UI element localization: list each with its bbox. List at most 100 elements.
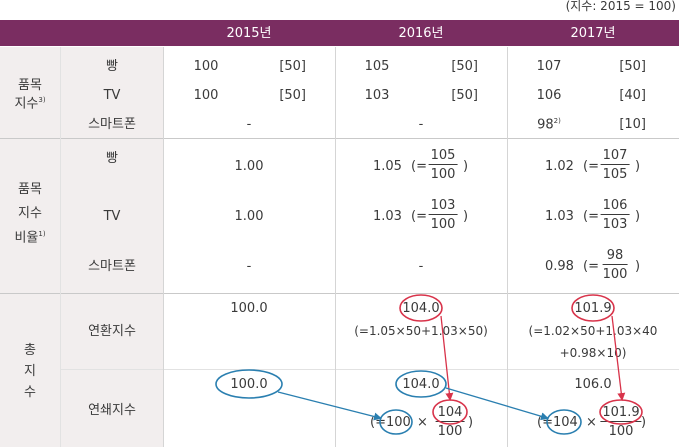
g1-r2-v2015: 100 xyxy=(193,88,219,103)
g1-r1-v2016: 105 xyxy=(364,59,390,74)
g1-r2-v2016: 103 xyxy=(364,88,390,103)
linked-f2017-frac: 101.9 100 xyxy=(600,405,642,439)
linked-f2016-close: ) xyxy=(468,415,474,430)
g1-r2-w2017: [40] xyxy=(619,88,646,103)
vdiv-0 xyxy=(60,47,61,447)
g2-r1-v2015: 1.00 xyxy=(234,159,264,174)
g1-r1-v2017: 107 xyxy=(536,59,562,74)
g2-r2-v2016: 1.03 xyxy=(373,209,402,224)
g2-r1-close2017: ) xyxy=(635,159,641,174)
g1-r3-v2017: 982) xyxy=(537,117,561,133)
g2-r2-close2017: ) xyxy=(635,209,641,224)
g2-r2-close2016: ) xyxy=(463,209,469,224)
g2-r2-frac2017: 106 103 xyxy=(600,198,630,232)
g1-r1-w2017: [50] xyxy=(619,59,646,74)
col-2017: 2017년 xyxy=(570,26,616,41)
blue-arrow-2016 xyxy=(445,387,549,421)
chain-f2016: (=1.05×50+1.03×50) xyxy=(354,324,488,338)
g2-r1-close2016: ) xyxy=(463,159,469,174)
group1-bg xyxy=(0,47,163,138)
vdiv-1 xyxy=(163,47,164,447)
g2-item-1: 빵 xyxy=(106,151,118,166)
group2-bg xyxy=(0,139,163,293)
vdiv-2 xyxy=(335,47,336,447)
red-circle-chain-2017 xyxy=(571,294,615,322)
g1-r3-w2017: [10] xyxy=(619,117,646,132)
g2-r3-frac2017: 98 100 xyxy=(602,248,628,282)
group1-label-2: 지수3) xyxy=(14,96,46,112)
g2-r3-close2017: ) xyxy=(635,259,641,274)
group3-label-1: 총 xyxy=(24,343,36,358)
group3-bg xyxy=(0,294,163,447)
linked-v2017: 106.0 xyxy=(574,377,612,392)
g1-item-1: 빵 xyxy=(106,59,118,74)
g2-r2-eq2016: (= xyxy=(411,209,427,224)
blue-circle-base-2017 xyxy=(546,409,582,435)
g1-r3-v2016: - xyxy=(418,117,424,132)
g1-r1-w2015: [50] xyxy=(279,59,306,74)
group1-label-1: 품목 xyxy=(18,78,42,93)
g2-r2-v2015: 1.00 xyxy=(234,209,264,224)
linked-f2016-times: × xyxy=(417,415,428,430)
linked-f2017-base: 104 xyxy=(553,415,578,430)
col-2016: 2016년 xyxy=(398,26,444,41)
g2-r3-v2017: 0.98 xyxy=(545,259,574,274)
group3-label-2: 지 xyxy=(24,364,36,379)
red-circle-chain-2016 xyxy=(399,294,443,322)
linked-f2016-base: 100 xyxy=(386,415,411,430)
g2-r1-frac2017: 107 105 xyxy=(600,148,630,182)
blue-arrow-2015 xyxy=(277,391,382,421)
group2-label-3: 비율1) xyxy=(14,230,46,246)
chain-v2015: 100.0 xyxy=(230,301,268,316)
linked-f2017-close: ) xyxy=(641,415,647,430)
red-arrow-2016 xyxy=(440,315,454,401)
g1-item-2: TV xyxy=(103,88,121,103)
g1-r2-w2016: [50] xyxy=(451,88,478,103)
blue-circle-base-2016 xyxy=(379,409,413,435)
g2-item-2: TV xyxy=(103,209,121,224)
g2-r3-eq2017: (= xyxy=(583,259,599,274)
g2-r1-frac2016: 105 100 xyxy=(428,148,458,182)
unit-note: (지수: 2015 = 100) xyxy=(565,0,676,13)
g1-r2-v2017: 106 xyxy=(536,88,562,103)
red-circle-linked-num-2017 xyxy=(599,399,643,425)
linked-v2016: 104.0 xyxy=(402,377,440,392)
red-circle-linked-num-2016 xyxy=(432,399,468,425)
linked-f2017-times: × xyxy=(586,415,597,430)
blue-circle-linked-2016 xyxy=(395,370,447,398)
group3-label-3: 수 xyxy=(24,385,36,400)
g2-r3-v2016: - xyxy=(418,259,424,274)
col-2015: 2015년 xyxy=(226,26,272,41)
divider-1 xyxy=(0,138,679,139)
vdiv-3 xyxy=(507,47,508,447)
linked-label: 연쇄지수 xyxy=(88,403,136,418)
g1-r3-v2015: - xyxy=(246,117,252,132)
g2-item-3: 스마트폰 xyxy=(88,259,136,274)
g2-r1-eq2017: (= xyxy=(583,159,599,174)
chain-f2017-l1: (=1.02×50+1.03×40 xyxy=(528,324,658,338)
g2-r1-v2017: 1.02 xyxy=(545,159,574,174)
chain-v2017: 101.9 xyxy=(574,301,612,316)
divider-2 xyxy=(0,293,679,294)
table-header: 2015년 2016년 2017년 xyxy=(0,20,679,46)
g1-r1-v2015: 100 xyxy=(193,59,219,74)
red-arrow-2017 xyxy=(611,315,626,401)
g2-r2-eq2017: (= xyxy=(583,209,599,224)
g2-r2-v2017: 1.03 xyxy=(545,209,574,224)
g1-r2-w2015: [50] xyxy=(279,88,306,103)
g1-item-3: 스마트폰 xyxy=(88,117,136,132)
group2-label-1: 품목 xyxy=(18,182,42,197)
blue-circle-linked-2015 xyxy=(215,369,283,399)
group2-label-2: 지수 xyxy=(18,206,42,221)
g2-r3-v2015: - xyxy=(246,259,252,274)
linked-f2016-frac: 104 100 xyxy=(435,405,465,439)
chain-v2016: 104.0 xyxy=(402,301,440,316)
divider-3 xyxy=(60,369,679,370)
g1-r1-w2016: [50] xyxy=(451,59,478,74)
chain-label: 연환지수 xyxy=(88,324,136,339)
linked-v2015: 100.0 xyxy=(230,377,268,392)
g2-r1-v2016: 1.05 xyxy=(373,159,402,174)
g2-r1-eq2016: (= xyxy=(411,159,427,174)
